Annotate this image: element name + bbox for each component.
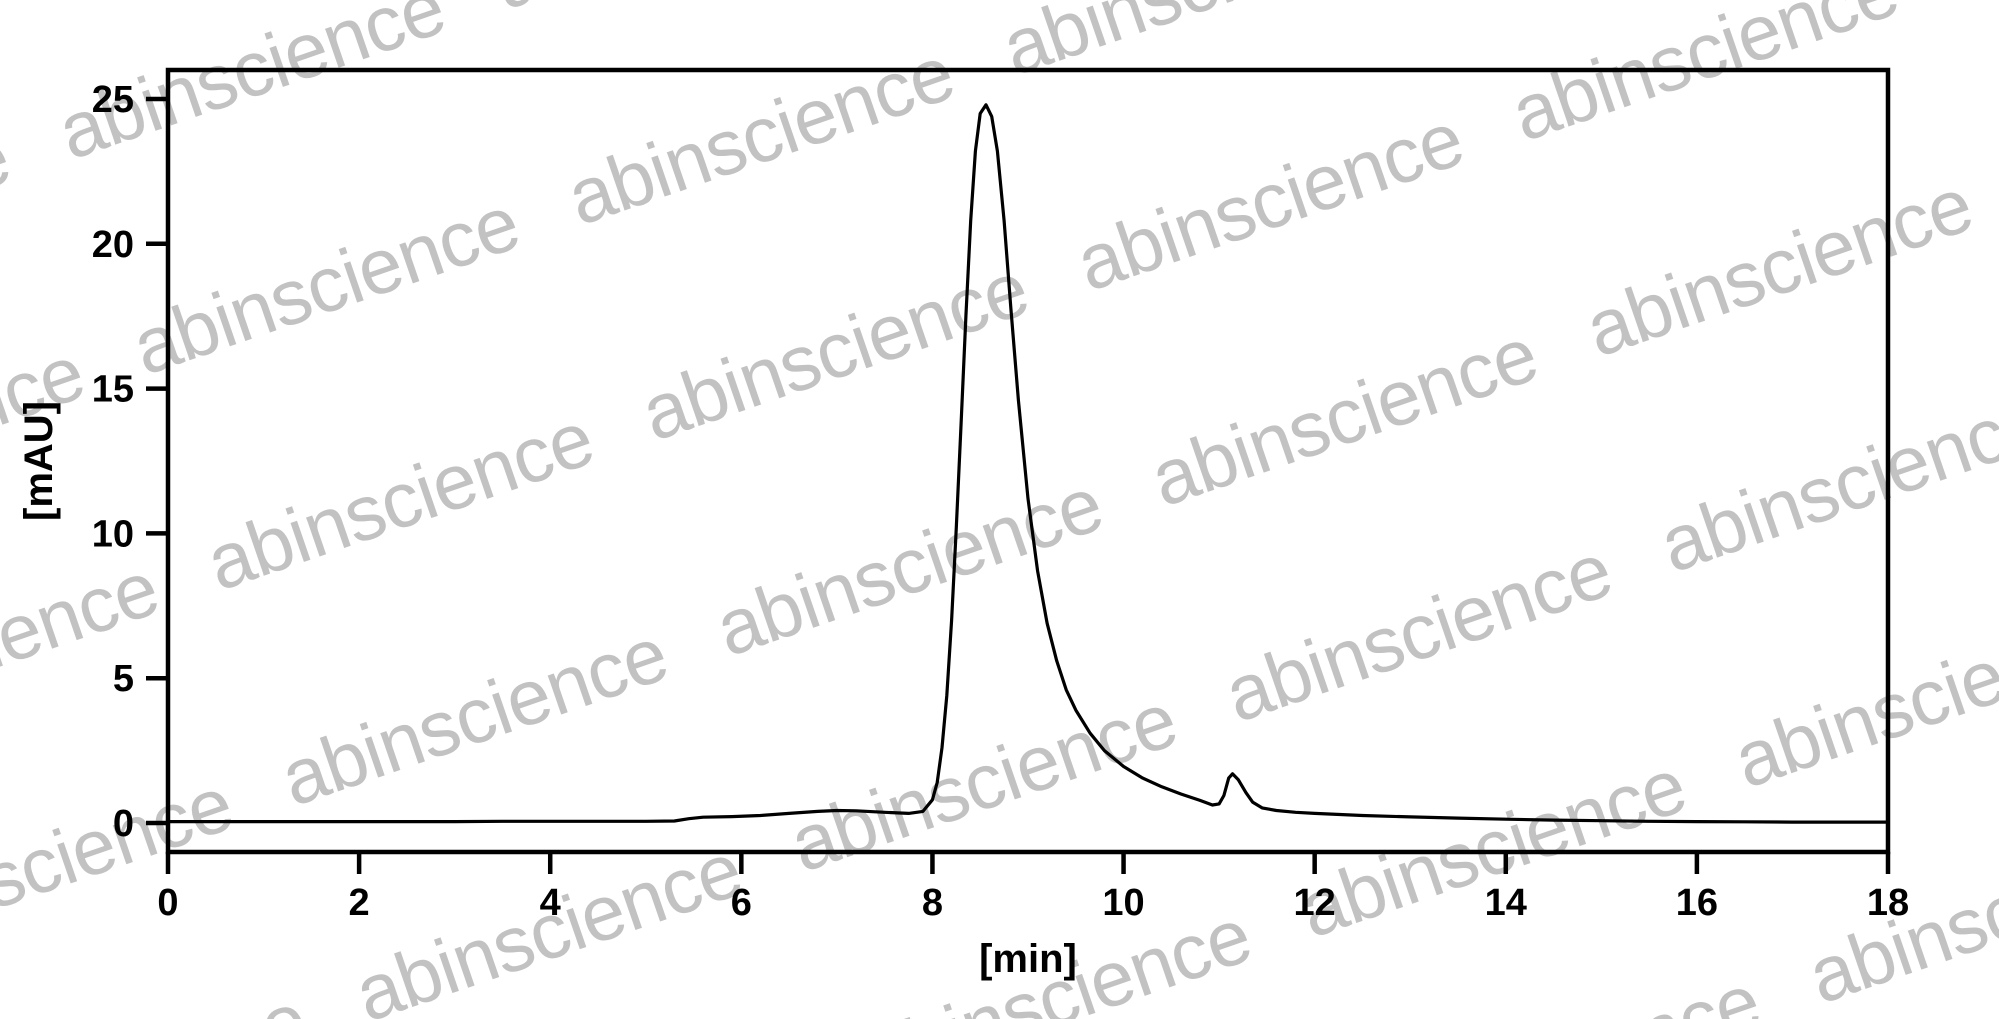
y-tick-label: 15 (92, 369, 134, 411)
x-tick-label: 8 (922, 882, 943, 924)
x-axis-ticks: 0 2 4 6 8 10 12 14 16 18 (157, 852, 1909, 924)
y-tick-label: 0 (113, 803, 134, 845)
y-tick-label: 20 (92, 224, 134, 266)
x-tick-label: 0 (157, 882, 178, 924)
x-tick-label: 16 (1676, 882, 1718, 924)
y-axis-title: [mAU] (17, 401, 61, 521)
plot-frame (165, 67, 1891, 855)
y-tick-label: 5 (113, 658, 134, 700)
y-tick-label: 10 (92, 513, 134, 555)
y-tick-label: 25 (92, 79, 134, 121)
x-axis-title: [min] (979, 937, 1077, 981)
x-tick-label: 12 (1294, 882, 1336, 924)
x-tick-label: 6 (731, 882, 752, 924)
x-tick-label: 10 (1102, 882, 1144, 924)
signal-trace (166, 103, 1890, 824)
x-tick-label: 4 (540, 882, 561, 924)
y-axis-ticks: 0 5 10 15 20 25 (92, 79, 168, 845)
x-tick-label: 14 (1485, 882, 1527, 924)
x-tick-label: 2 (349, 882, 370, 924)
x-tick-label: 18 (1867, 882, 1909, 924)
